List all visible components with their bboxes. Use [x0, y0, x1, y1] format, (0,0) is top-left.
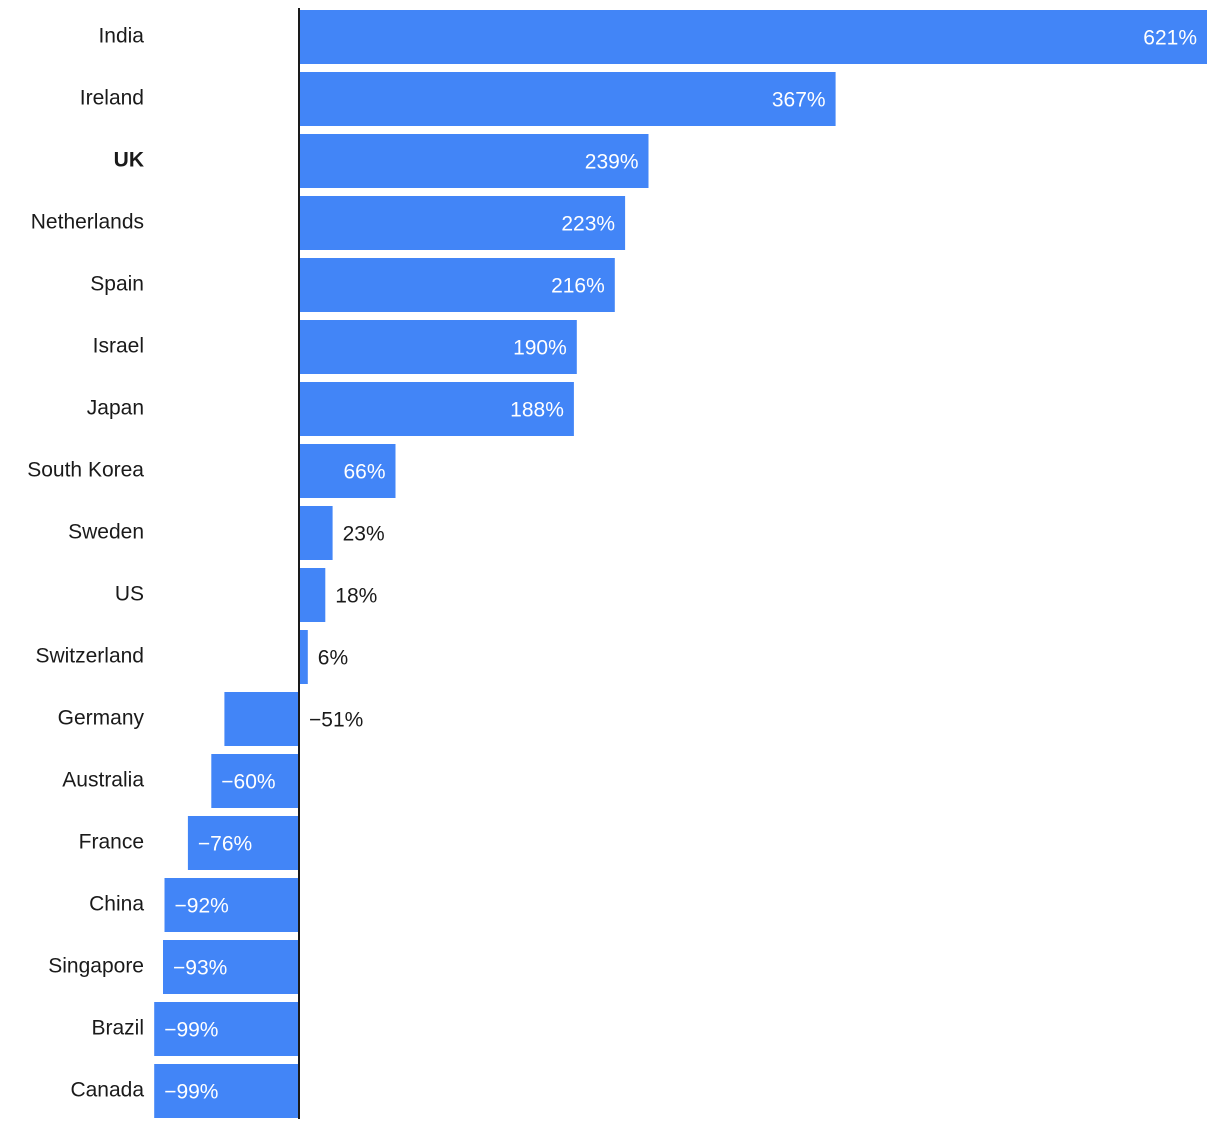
value-label-us: 18% [335, 585, 377, 608]
category-label-germany: Germany [58, 707, 145, 730]
bar-singapore [163, 940, 299, 994]
category-label-south-korea: South Korea [27, 459, 144, 482]
value-label-switzerland: 6% [318, 647, 348, 670]
category-label-india: India [98, 25, 144, 48]
bar-ireland [299, 72, 836, 126]
bar-spain [299, 258, 615, 312]
category-label-japan: Japan [87, 397, 144, 420]
bar-france [187, 816, 299, 870]
bar-sweden [299, 506, 333, 560]
bar-canada [154, 1064, 299, 1118]
value-label-ireland: 367% [772, 89, 826, 112]
category-label-singapore: Singapore [48, 955, 144, 978]
bar-australia [211, 754, 299, 808]
value-labels-group: 621% 367% 239% 223% 216% 190% 188% 66% 23% 18% 6% −… [164, 27, 1197, 1104]
category-label-us: US [115, 583, 144, 606]
bars-group [154, 10, 1207, 1118]
bar-china [164, 878, 299, 932]
category-label-france: France [79, 831, 144, 854]
category-label-china: China [89, 893, 144, 916]
bar-japan [299, 382, 574, 436]
value-label-australia: −60% [221, 771, 275, 794]
category-label-spain: Spain [90, 273, 144, 296]
value-label-south-korea: 66% [343, 461, 385, 484]
value-label-singapore: −93% [173, 957, 227, 980]
value-label-japan: 188% [510, 399, 564, 422]
value-label-spain: 216% [551, 275, 605, 298]
value-label-france: −76% [198, 833, 252, 856]
category-label-switzerland: Switzerland [35, 645, 144, 668]
category-label-ireland: Ireland [80, 87, 144, 110]
bar-us [299, 568, 326, 622]
category-label-canada: Canada [70, 1079, 144, 1102]
category-label-australia: Australia [62, 769, 144, 792]
value-label-sweden: 23% [343, 523, 385, 546]
bar-india [299, 10, 1207, 64]
value-label-uk: 239% [585, 151, 639, 174]
category-label-brazil: Brazil [91, 1017, 144, 1040]
bar-netherlands [299, 196, 626, 250]
value-label-brazil: −99% [164, 1019, 218, 1042]
value-label-china: −92% [175, 895, 229, 918]
category-labels-group: India Ireland UK Netherlands Spain Israel Japa… [27, 25, 144, 1102]
bar-brazil [154, 1002, 299, 1056]
value-label-israel: 190% [513, 337, 567, 360]
bar-south-korea [299, 444, 396, 498]
category-label-netherlands: Netherlands [31, 211, 144, 234]
value-label-germany: −51% [309, 709, 363, 732]
value-label-india: 621% [1143, 27, 1197, 50]
category-label-sweden: Sweden [68, 521, 144, 544]
bar-germany [224, 692, 299, 746]
value-label-canada: −99% [164, 1081, 218, 1104]
category-label-uk: UK [114, 149, 144, 172]
bar-switzerland [299, 630, 308, 684]
bar-israel [299, 320, 577, 374]
value-label-netherlands: 223% [561, 213, 615, 236]
category-label-israel: Israel [93, 335, 144, 358]
bar-uk [299, 134, 649, 188]
